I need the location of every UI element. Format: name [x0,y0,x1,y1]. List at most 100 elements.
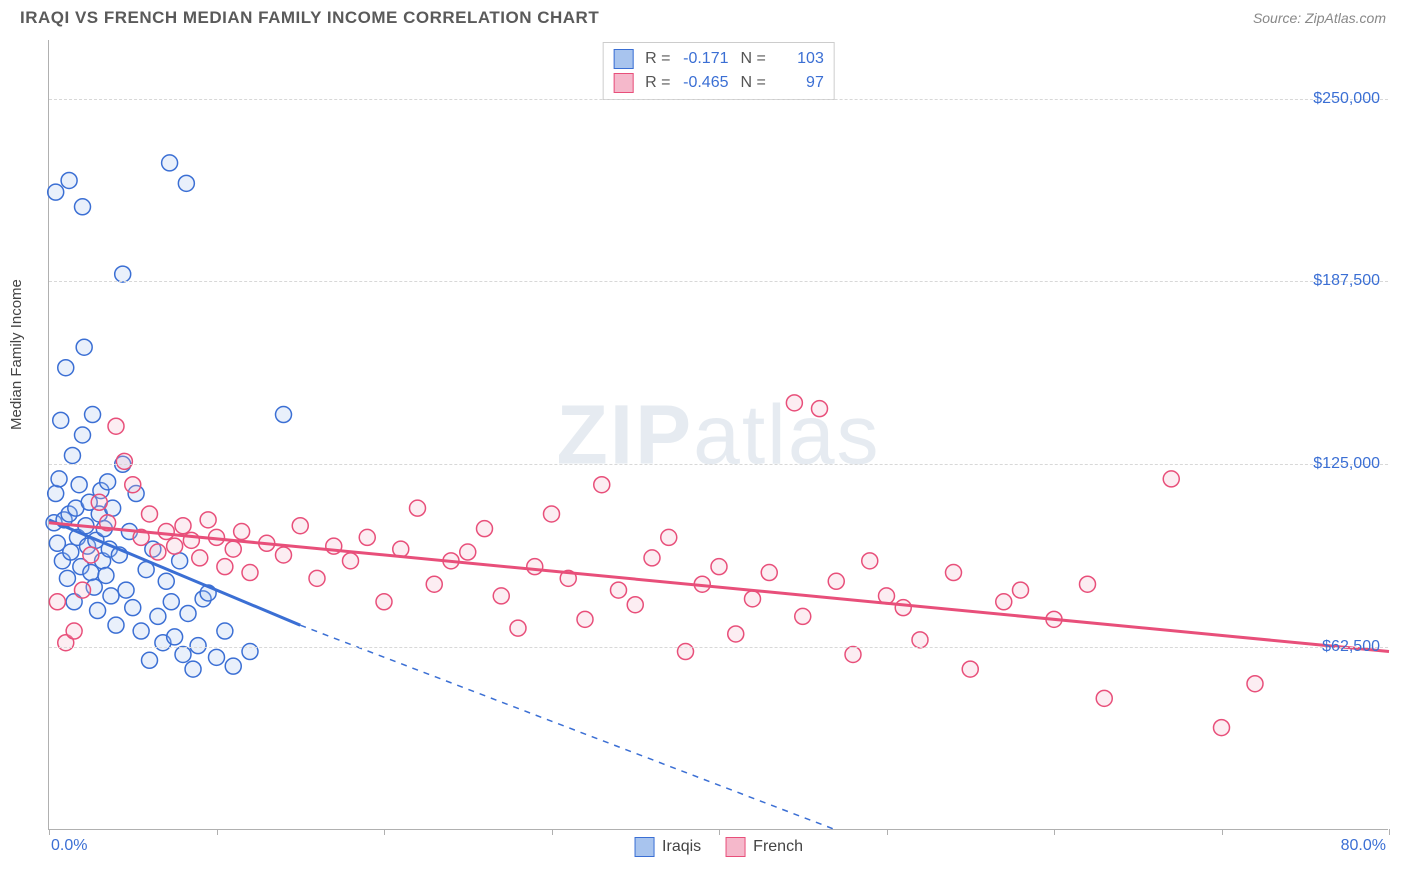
scatter-point [577,611,593,627]
scatter-point [962,661,978,677]
gridline [49,281,1388,282]
scatter-point [75,427,91,443]
x-axis-max-label: 80.0% [1341,837,1386,855]
scatter-point [150,544,166,560]
scatter-point [611,582,627,598]
scatter-point [63,544,79,560]
scatter-point [460,544,476,560]
scatter-point [309,570,325,586]
x-tick [552,829,553,835]
scatter-point [661,529,677,545]
legend-item-iraqis: Iraqis [634,837,701,857]
swatch-french-bottom [725,837,745,857]
scatter-point [996,594,1012,610]
chart-source: Source: ZipAtlas.com [1253,10,1386,26]
scatter-point [276,407,292,423]
scatter-point [91,494,107,510]
scatter-point [180,605,196,621]
scatter-point [711,559,727,575]
scatter-point [728,626,744,642]
r-label: R = [645,71,670,95]
n-label: N = [741,71,766,95]
scatter-svg [49,40,1388,829]
scatter-point [594,477,610,493]
scatter-point [242,565,258,581]
scatter-point [48,486,64,502]
scatter-point [192,550,208,566]
scatter-point [49,594,65,610]
scatter-point [66,623,82,639]
scatter-point [786,395,802,411]
scatter-point [167,629,183,645]
scatter-point [100,474,116,490]
scatter-point [510,620,526,636]
scatter-point [761,565,777,581]
scatter-point [1163,471,1179,487]
scatter-point [200,512,216,528]
x-tick [49,829,50,835]
scatter-point [234,524,250,540]
x-tick [384,829,385,835]
scatter-point [59,570,75,586]
scatter-point [142,652,158,668]
scatter-point [175,518,191,534]
y-tick-label: $250,000 [1313,90,1380,108]
legend-item-french: French [725,837,803,857]
n-label: N = [741,47,766,71]
scatter-point [276,547,292,563]
scatter-point [795,608,811,624]
r-value-french: -0.465 [677,71,729,95]
x-tick [719,829,720,835]
scatter-point [410,500,426,516]
scatter-point [627,597,643,613]
scatter-point [172,553,188,569]
chart-title: IRAQI VS FRENCH MEDIAN FAMILY INCOME COR… [20,8,599,28]
x-tick [887,829,888,835]
scatter-point [125,477,141,493]
scatter-point [426,576,442,592]
scatter-point [225,541,241,557]
scatter-point [544,506,560,522]
scatter-point [1096,690,1112,706]
gridline [49,464,1388,465]
n-value-iraqis: 103 [772,47,824,71]
scatter-point [1080,576,1096,592]
scatter-point [90,603,106,619]
scatter-point [190,638,206,654]
scatter-point [142,506,158,522]
swatch-iraqis-bottom [634,837,654,857]
scatter-point [64,447,80,463]
scatter-point [175,646,191,662]
scatter-point [178,175,194,191]
scatter-point [53,412,69,428]
scatter-point [158,573,174,589]
legend-stats-box: R = -0.171 N = 103 R = -0.465 N = 97 [602,42,835,100]
chart-plot-area: ZIPatlas R = -0.171 N = 103 R = -0.465 N… [48,40,1388,830]
legend-label-french: French [753,838,803,856]
scatter-point [162,155,178,171]
y-axis-title: Median Family Income [8,279,25,430]
scatter-point [118,582,134,598]
scatter-point [85,407,101,423]
scatter-point [98,567,114,583]
x-tick [217,829,218,835]
y-tick-label: $62,500 [1322,638,1380,656]
scatter-point [125,600,141,616]
gridline [49,647,1388,648]
scatter-point [76,339,92,355]
scatter-point [116,453,132,469]
scatter-point [158,524,174,540]
scatter-point [493,588,509,604]
scatter-point [163,594,179,610]
scatter-point [108,418,124,434]
r-value-iraqis: -0.171 [677,47,729,71]
scatter-point [150,608,166,624]
scatter-point [359,529,375,545]
legend-stats-row-french: R = -0.465 N = 97 [613,71,824,95]
scatter-point [242,644,258,660]
gridline [49,99,1388,100]
x-axis-min-label: 0.0% [51,837,87,855]
scatter-point [343,553,359,569]
r-label: R = [645,47,670,71]
scatter-point [58,360,74,376]
